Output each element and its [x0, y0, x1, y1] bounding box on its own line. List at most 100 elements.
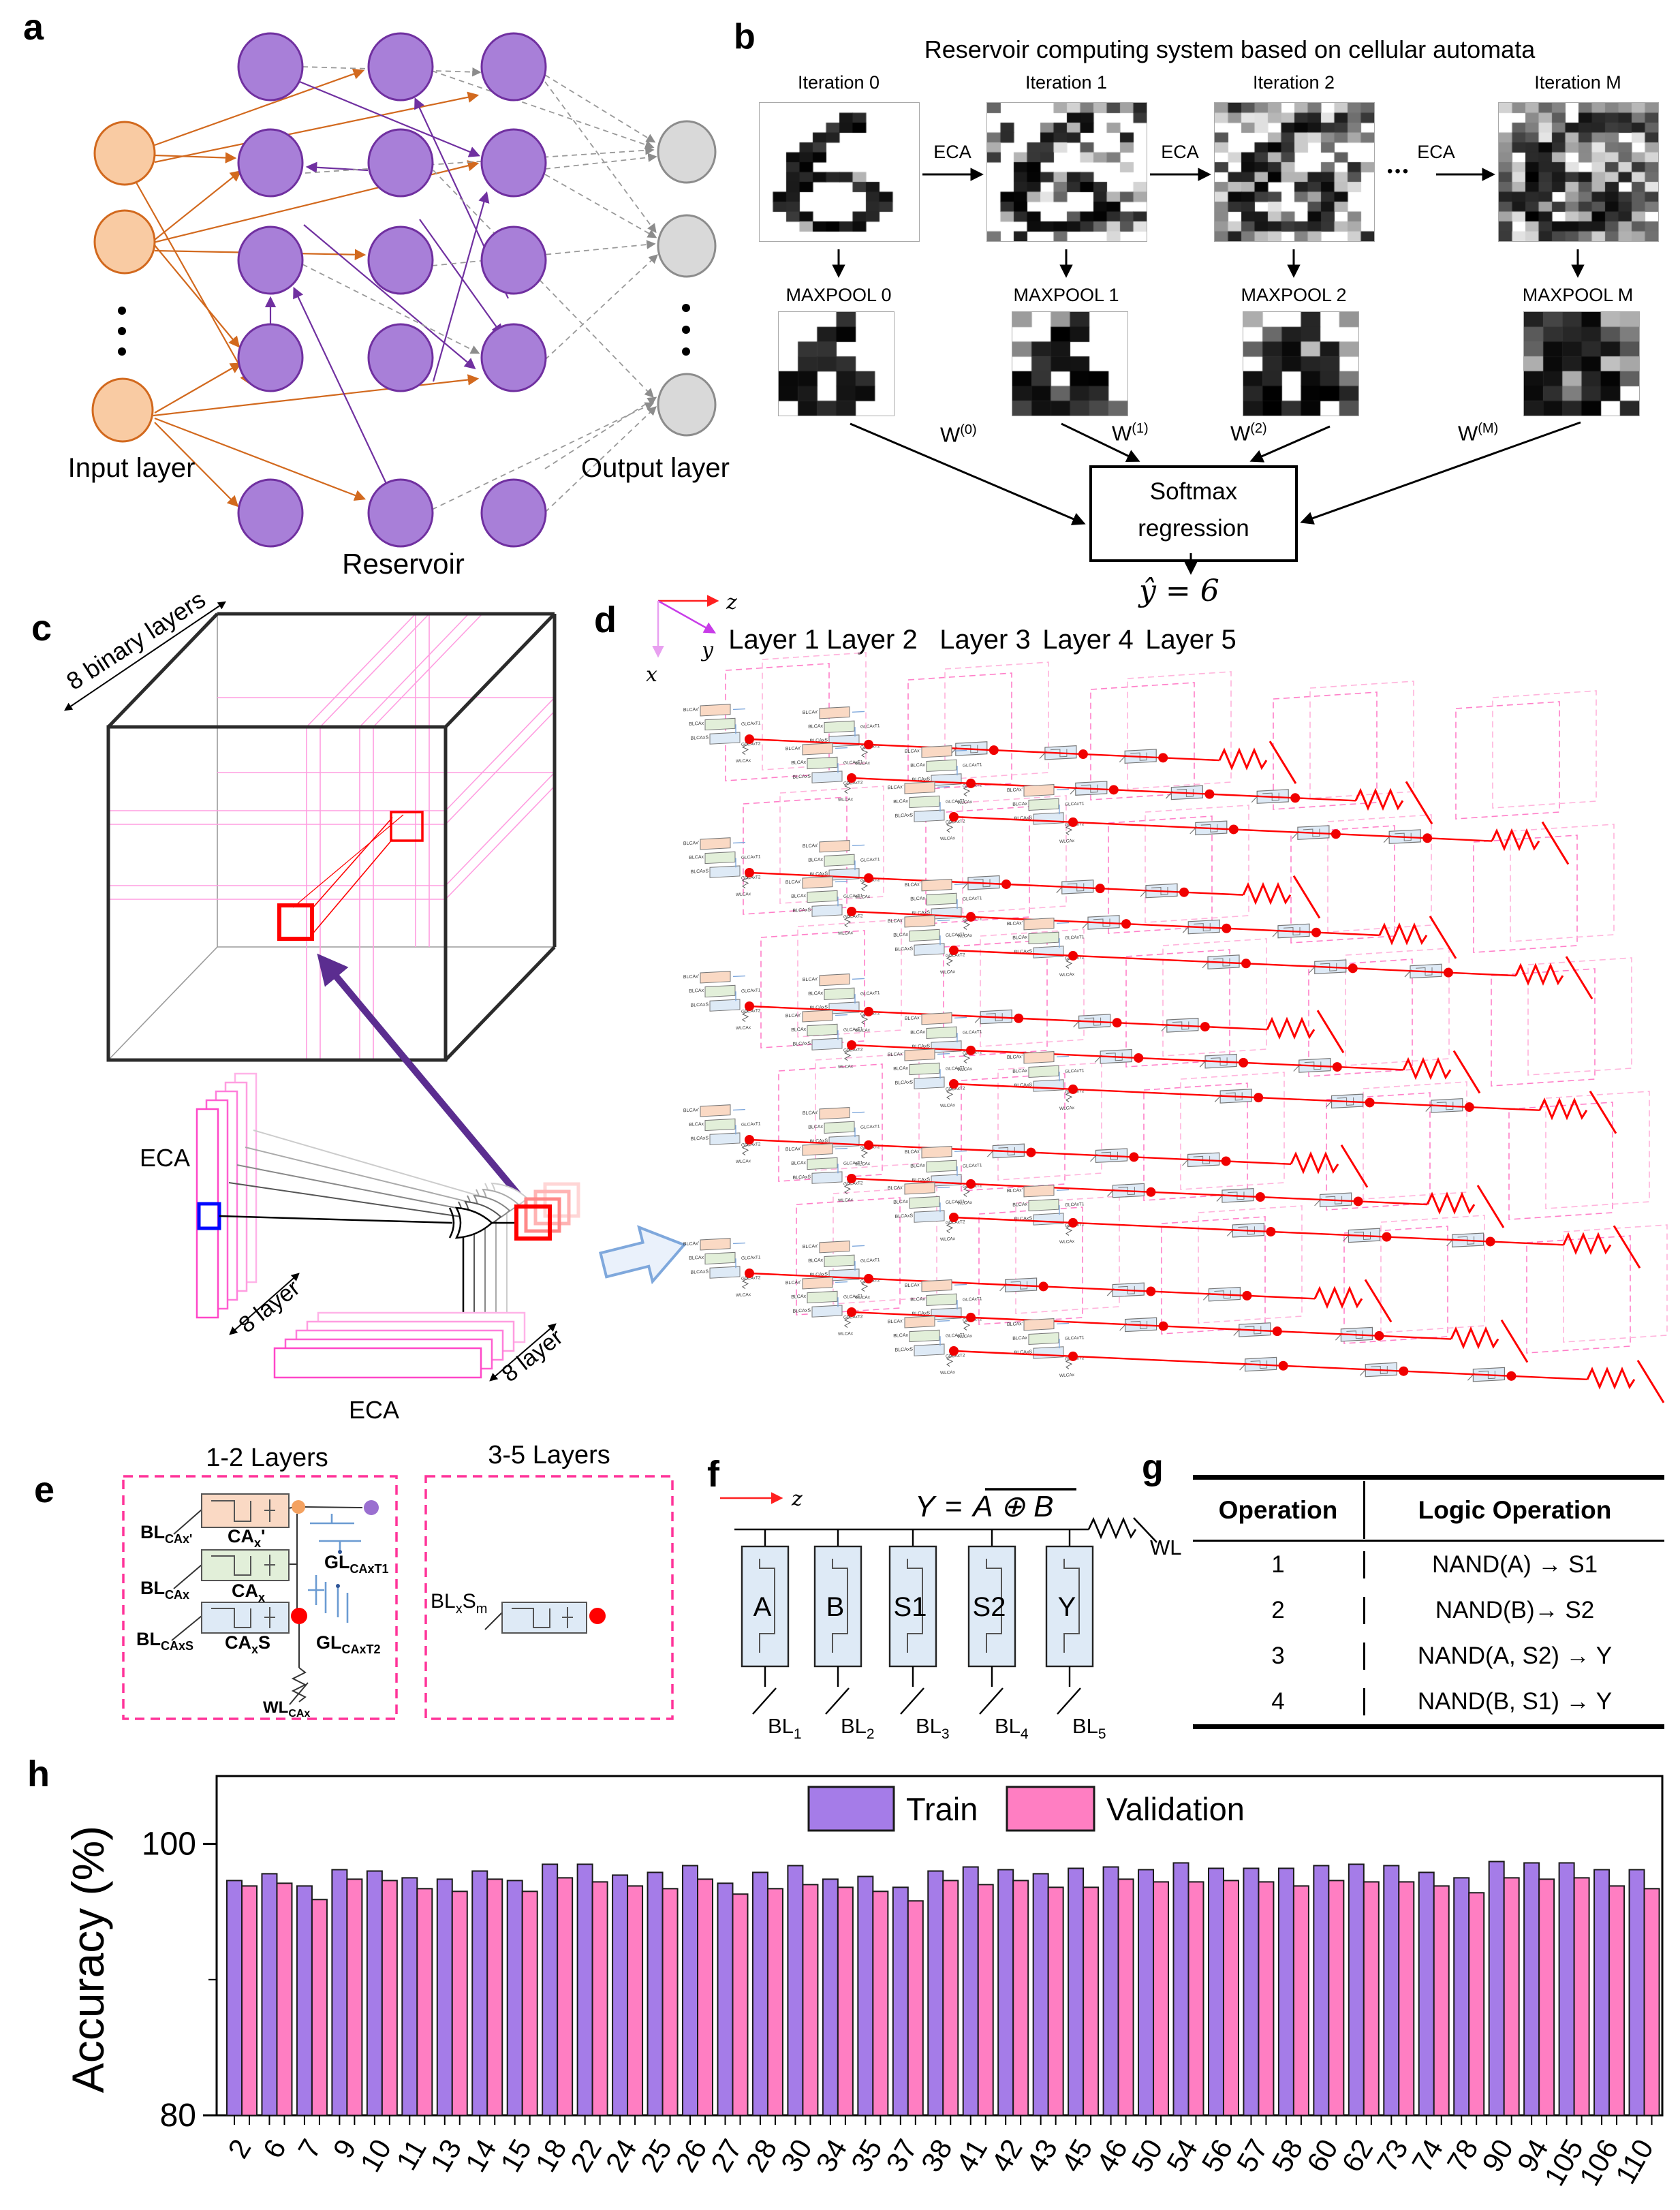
eca-arrow-label-2: ECA — [1161, 142, 1199, 162]
memory-plane — [1309, 681, 1414, 799]
svg-text:CAxS: CAxS — [225, 1632, 270, 1656]
input-layer-nodes — [91, 121, 156, 443]
train-bar — [787, 1865, 804, 2116]
validation-bar — [1258, 1881, 1275, 2116]
validation-bar — [1433, 1885, 1450, 2117]
cell-micro-label: GLCAxT1 — [946, 1199, 965, 1205]
junction-dot — [1399, 1366, 1409, 1376]
svg-text:WLCAx: WLCAx — [263, 1698, 310, 1719]
word-line-red — [749, 1138, 1292, 1165]
junction-dot — [864, 1140, 873, 1150]
cell-micro-label: BLCAxS — [810, 1272, 828, 1277]
cell-micro-label: BLCAx — [808, 858, 823, 863]
validation-bar — [732, 1893, 749, 2116]
train-bar — [1068, 1867, 1085, 2117]
train-bar — [261, 1873, 278, 2117]
train-bar — [751, 1871, 768, 2116]
train-bar — [1032, 1873, 1049, 2117]
junction-dot — [1121, 919, 1131, 929]
x-tick-label: 6 — [257, 2134, 292, 2164]
panel-e-unit-cells: e 1-2 Layers 3-5 Layers — [34, 1441, 674, 1720]
cell-micro-label: BLCAxS — [912, 1044, 931, 1049]
bitline-label: BL3 — [916, 1714, 950, 1742]
train-bar — [331, 1869, 348, 2116]
cell-micro-label: BLCAxS — [810, 1005, 828, 1010]
junction-dot — [1485, 1236, 1495, 1247]
validation-bar — [1187, 1881, 1204, 2116]
logic-operation-table: Operation Logic Operation 1 NAND(A) → S1 … — [1193, 1475, 1664, 1729]
binary-layers-label: 8 binary layers — [61, 585, 211, 696]
cell-micro-label: GLCAxT1 — [741, 854, 761, 860]
junction-dot — [1228, 824, 1239, 835]
cell-micro-label: BLCAxS — [1014, 1083, 1033, 1088]
memory-plane — [944, 662, 1049, 780]
memory-plane — [1508, 1102, 1613, 1220]
output-edges — [302, 66, 658, 513]
junction-dot — [847, 1174, 856, 1183]
memory-plane — [1491, 968, 1596, 1087]
line-resistor — [1313, 1286, 1363, 1309]
cell-micro-label: BLCAx — [791, 1027, 806, 1033]
train-bar — [1383, 1865, 1400, 2116]
cell-micro-label: BLCAx — [808, 724, 823, 730]
eight-layer-arrow-top — [229, 1273, 300, 1335]
line-resistor — [1242, 882, 1292, 905]
svg-text:Layer 4: Layer 4 — [1042, 625, 1133, 655]
junction-dot — [1272, 1326, 1282, 1337]
cell-micro-label: BLCAxS — [912, 910, 931, 916]
cell-micro-label: BLCAx — [893, 799, 908, 805]
x-tick-label: 90 — [1476, 2134, 1519, 2177]
iteration-0-image — [760, 103, 919, 241]
x-tick-label: 26 — [669, 2134, 713, 2177]
junction-dot — [1382, 1232, 1392, 1242]
cell-micro-label: GLCAxT1 — [741, 1121, 761, 1127]
nand-cell-label: Y — [1058, 1592, 1076, 1622]
weight-2-label: W(2) — [1230, 421, 1267, 446]
x-tick-label: 10 — [354, 2134, 397, 2177]
validation-bar — [802, 1884, 819, 2117]
cell-micro-label: BLCAx' — [905, 1016, 920, 1021]
eight-layer-arrow-bottom — [489, 1323, 557, 1382]
cell-micro-label: BLCAx' — [1007, 1055, 1023, 1060]
y-axis-label: y — [700, 638, 714, 662]
train-bar — [857, 1876, 874, 2116]
validation-bar — [1012, 1880, 1029, 2117]
word-line-red — [749, 1005, 1268, 1031]
validation-bar — [662, 1888, 679, 2116]
cell-micro-label: BLCAxS — [1014, 1216, 1033, 1221]
cell-micro-label: BLCAx' — [803, 977, 818, 982]
validation-bar — [977, 1884, 994, 2117]
cell-micro-label: GLCAxT2 — [946, 1219, 965, 1226]
eca-arrow-label-1: ECA — [933, 142, 971, 162]
cell-micro-label: GLCAxT2 — [843, 914, 863, 920]
cell-micro-label: BLCAx' — [1007, 1188, 1023, 1194]
layers-3-5-box — [424, 1475, 674, 1720]
junction-dot — [966, 1179, 976, 1189]
train-bar — [1593, 1869, 1611, 2116]
table-row: 1 NAND(A) → S1 — [1193, 1542, 1664, 1587]
eca-bottom-label: ECA — [349, 1396, 399, 1424]
word-line-red — [953, 1083, 1540, 1111]
memory-plane — [1545, 1091, 1650, 1209]
resistor-slash — [1364, 1279, 1393, 1323]
junction-dot — [1068, 817, 1078, 827]
junction-dot — [1331, 829, 1341, 839]
train-bar — [997, 1869, 1014, 2116]
memory-plane — [1127, 671, 1232, 790]
junction-dot — [1444, 967, 1453, 978]
cell-micro-label: WLCAx — [736, 1292, 751, 1298]
train-bar — [1348, 1863, 1365, 2116]
cell-micro-label: GLCAxT1 — [741, 1255, 761, 1261]
cell-micro-label: BLCAx — [910, 897, 925, 902]
junction-dot — [949, 1079, 959, 1089]
x-tick-label: 11 — [390, 2134, 433, 2175]
y-tick-label: 80 — [160, 2098, 196, 2134]
binary-layers-arrow — [64, 601, 226, 711]
panel-f-letter: f — [707, 1454, 720, 1495]
x-tick-label: 42 — [985, 2134, 1029, 2177]
cell-micro-label: GLCAxT1 — [946, 1065, 965, 1072]
word-line-red — [851, 1311, 1452, 1340]
